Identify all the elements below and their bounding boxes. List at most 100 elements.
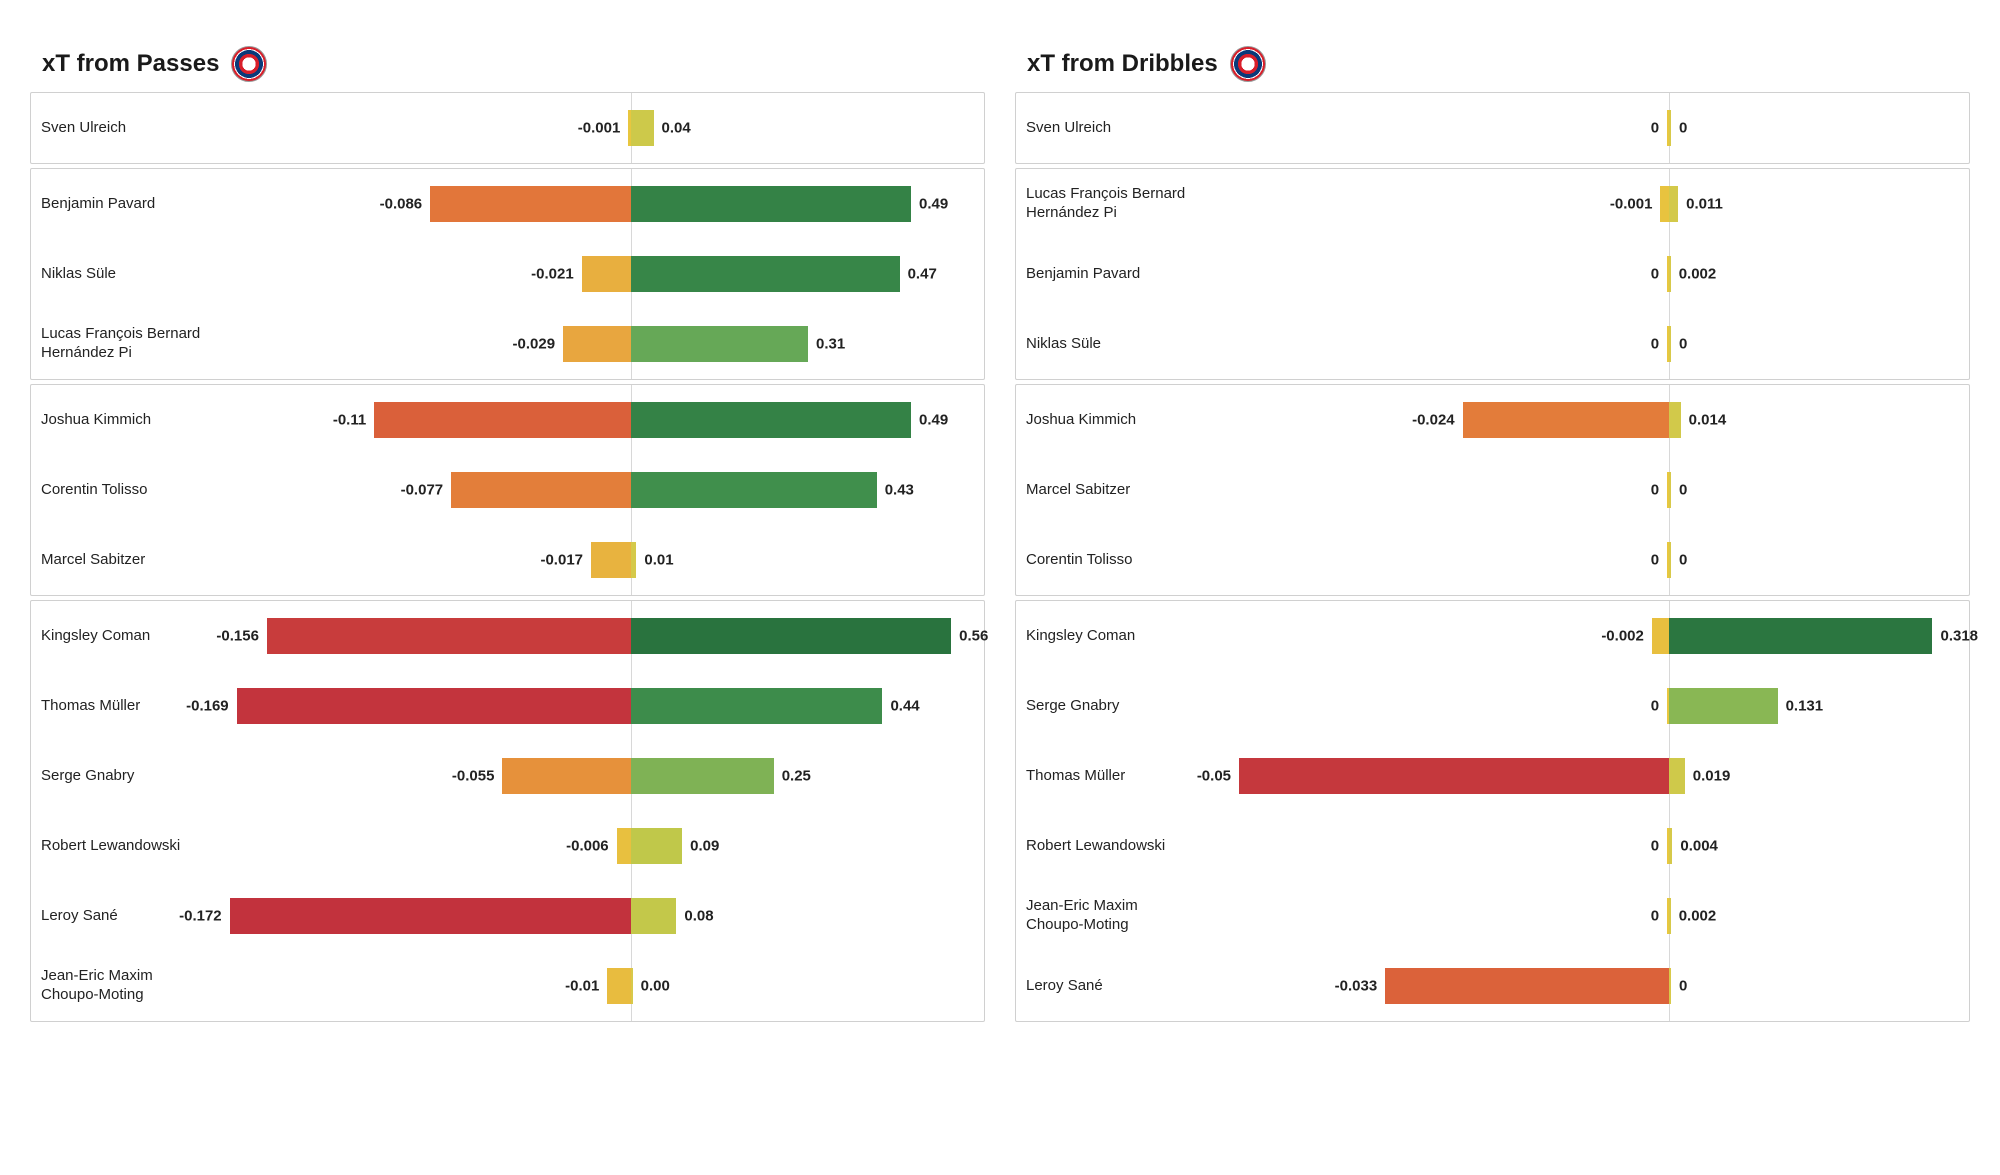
neg-wrap: -0.11 xyxy=(211,397,631,443)
player-name: Leroy Sané xyxy=(1026,977,1196,996)
pos-bar xyxy=(631,472,877,508)
neg-bar xyxy=(1463,402,1669,438)
pos-wrap: 0.01 xyxy=(631,537,974,583)
pos-wrap: 0.011 xyxy=(1669,181,1959,227)
neg-value-label: -0.11 xyxy=(333,412,366,429)
neg-bar xyxy=(1385,968,1669,1004)
pos-bar xyxy=(1669,256,1671,292)
player-name: Corentin Tolisso xyxy=(41,481,211,500)
player-row: Lucas François Bernard Hernández Pi-0.02… xyxy=(31,309,984,379)
neg-value-label: -0.01 xyxy=(565,978,599,995)
pos-bar xyxy=(1669,828,1672,864)
chart-body-0: Sven Ulreich-0.0010.04Benjamin Pavard-0.… xyxy=(30,92,985,1026)
pos-value-label: 0.011 xyxy=(1686,196,1723,213)
pos-bar xyxy=(631,256,900,292)
pos-value-label: 0.49 xyxy=(919,196,948,213)
player-name: Jean-Eric Maxim Choupo-Moting xyxy=(1026,897,1196,935)
pos-bar xyxy=(1669,326,1671,362)
pos-bar xyxy=(1669,898,1671,934)
player-row: Marcel Sabitzer00 xyxy=(1016,455,1969,525)
neg-value-label: -0.156 xyxy=(216,628,259,645)
neg-wrap: -0.156 xyxy=(211,613,631,659)
player-row: Niklas Süle-0.0210.47 xyxy=(31,239,984,309)
pos-bar xyxy=(631,828,683,864)
player-name: Robert Lewandowski xyxy=(1026,837,1196,856)
player-name: Joshua Kimmich xyxy=(41,411,211,430)
pos-wrap: 0 xyxy=(1669,105,1959,151)
player-name: Kingsley Coman xyxy=(1026,627,1196,646)
bar-area: -0.110.49 xyxy=(211,397,974,443)
player-name: Niklas Süle xyxy=(41,265,211,284)
chart-xt-passes: xT from Passes Sven Ulreich-0.0010.04Ben… xyxy=(30,40,985,1135)
player-name: Thomas Müller xyxy=(1026,767,1196,786)
pos-bar xyxy=(631,542,637,578)
pos-value-label: 0.131 xyxy=(1786,698,1824,715)
player-name: Jean-Eric Maxim Choupo-Moting xyxy=(41,967,211,1005)
pos-bar xyxy=(631,968,633,1004)
neg-value-label: 0 xyxy=(1651,120,1659,137)
pos-wrap: 0.131 xyxy=(1669,683,1959,729)
neg-bar xyxy=(502,758,630,794)
player-name: Robert Lewandowski xyxy=(41,837,211,856)
neg-value-label: 0 xyxy=(1651,838,1659,855)
neg-bar xyxy=(374,402,630,438)
bar-area: -0.0060.09 xyxy=(211,823,974,869)
neg-bar xyxy=(607,968,630,1004)
player-row: Kingsley Coman-0.0020.318 xyxy=(1016,601,1969,671)
bar-area: 00 xyxy=(1196,467,1959,513)
pos-value-label: 0.08 xyxy=(684,908,713,925)
bayern-logo-icon xyxy=(231,46,267,82)
pos-wrap: 0 xyxy=(1669,537,1959,583)
bar-area: 00 xyxy=(1196,105,1959,151)
bar-area: 0 0.004 xyxy=(1196,823,1959,869)
neg-wrap: 0 xyxy=(1196,823,1669,869)
pos-wrap: 0 xyxy=(1669,467,1959,513)
neg-bar xyxy=(563,326,631,362)
player-name: Corentin Tolisso xyxy=(1026,551,1196,570)
bar-area: -0.0010.04 xyxy=(211,105,974,151)
player-row: Serge Gnabry-0.0550.25 xyxy=(31,741,984,811)
neg-wrap: -0.006 xyxy=(211,823,631,869)
player-row: Leroy Sané-0.0330 xyxy=(1016,951,1969,1021)
player-row: Corentin Tolisso-0.0770.43 xyxy=(31,455,984,525)
pos-value-label: 0.00 xyxy=(641,978,670,995)
pos-value-label: 0.004 xyxy=(1680,838,1718,855)
bar-area: -0.0020.318 xyxy=(1196,613,1959,659)
pos-value-label: 0.002 xyxy=(1679,908,1717,925)
neg-value-label: -0.017 xyxy=(540,552,583,569)
pos-wrap: 0.09 xyxy=(631,823,974,869)
neg-wrap: 0 xyxy=(1196,251,1669,297)
bar-area: 00 xyxy=(1196,321,1959,367)
chart-body-1: Sven Ulreich00Lucas François Bernard Her… xyxy=(1015,92,1970,1026)
player-row: Serge Gnabry00.131 xyxy=(1016,671,1969,741)
pos-wrap: 0.318 xyxy=(1669,613,1959,659)
pos-bar xyxy=(631,326,808,362)
neg-wrap: -0.002 xyxy=(1196,613,1669,659)
neg-value-label: -0.169 xyxy=(186,698,229,715)
player-name: Sven Ulreich xyxy=(41,119,211,138)
neg-wrap: 0 xyxy=(1196,537,1669,583)
pos-bar xyxy=(1669,618,1932,654)
player-row: Corentin Tolisso00 xyxy=(1016,525,1969,595)
neg-bar xyxy=(582,256,631,292)
pos-value-label: 0.002 xyxy=(1679,266,1717,283)
chart-title: xT from Passes xyxy=(42,50,219,78)
neg-wrap: 0 xyxy=(1196,467,1669,513)
pos-wrap: 0.47 xyxy=(631,251,974,297)
player-name: Joshua Kimmich xyxy=(1026,411,1196,430)
chart-header: xT from Dribbles xyxy=(1015,40,1970,92)
neg-value-label: -0.029 xyxy=(513,336,556,353)
player-name: Marcel Sabitzer xyxy=(41,551,211,570)
pos-wrap: 0.49 xyxy=(631,181,974,227)
pos-value-label: 0 xyxy=(1679,336,1687,353)
player-group: Joshua Kimmich-0.0240.014Marcel Sabitzer… xyxy=(1015,384,1970,596)
player-row: Robert Lewandowski 0 0.004 xyxy=(1016,811,1969,881)
player-name: Serge Gnabry xyxy=(41,767,211,786)
neg-value-label: -0.086 xyxy=(380,196,423,213)
pos-bar xyxy=(631,618,951,654)
pos-wrap: 0.004 xyxy=(1669,823,1959,869)
bar-area: -0.1720.08 xyxy=(211,893,974,939)
neg-value-label: 0 xyxy=(1651,698,1659,715)
pos-bar xyxy=(631,402,911,438)
pos-value-label: 0.014 xyxy=(1689,412,1727,429)
